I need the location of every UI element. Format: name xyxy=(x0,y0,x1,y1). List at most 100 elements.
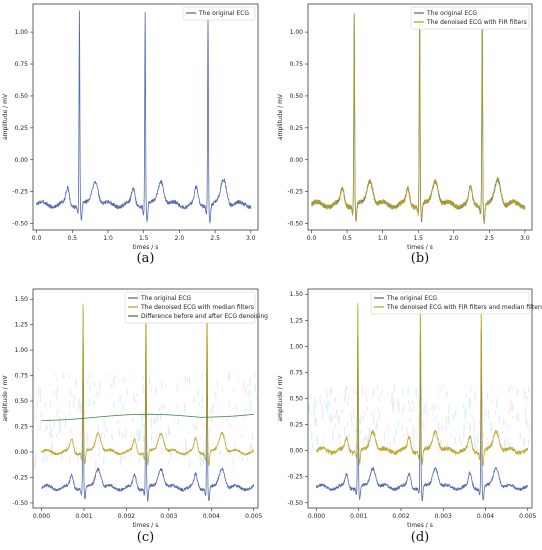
legend-box xyxy=(124,291,256,324)
y-tick-label: 1.00 xyxy=(290,343,304,350)
y-tick-label: -0.50 xyxy=(287,500,303,507)
panel-caption: (a) xyxy=(137,251,155,266)
series-line-original xyxy=(36,10,252,224)
y-tick-label: -0.25 xyxy=(12,189,28,196)
y-tick-label: 0.75 xyxy=(15,373,29,380)
y-axis-label: amplitude / mV xyxy=(277,93,284,140)
x-tick-label: 0.005 xyxy=(519,513,536,520)
panel-d: 0.000 0.001 0.002 0.003 0.004 0.005 -0.50 -0.25… xyxy=(277,288,542,545)
x-tick-label: 3.0 xyxy=(246,235,256,242)
panel-caption: (d) xyxy=(411,530,429,545)
x-tick-label: 0.005 xyxy=(245,513,262,520)
y-tick-label: 1.50 xyxy=(15,296,29,303)
legend: The original ECG The denoised ECG with me… xyxy=(124,291,268,324)
x-tick-label: 0.002 xyxy=(392,513,409,520)
series-line-difference xyxy=(41,413,254,421)
x-tick-label: 0.0 xyxy=(307,235,317,242)
y-axis-label: amplitude / mV xyxy=(277,375,284,422)
y-tick-label: -0.25 xyxy=(287,474,303,481)
x-axis-label: times / s xyxy=(407,522,433,529)
panel-a: 0.0 0.5 1.0 1.5 2.0 2.5 3.0 -0.50 -0.25 0.00 0.25 0… xyxy=(2,3,259,266)
y-tick-label: 1.25 xyxy=(290,317,304,324)
x-tick-label: 0.5 xyxy=(342,235,352,242)
y-tick-label: 0.50 xyxy=(290,396,304,403)
legend: The original ECG xyxy=(182,6,256,21)
x-tick-label: 0.5 xyxy=(68,235,78,242)
y-tick-label: 0.50 xyxy=(15,398,29,405)
y-tick-label: -0.25 xyxy=(12,474,28,481)
legend-entry: Difference before and after ECG denoisin… xyxy=(141,313,268,320)
y-tick-label: 0.75 xyxy=(290,61,304,68)
x-tick-label: 0.004 xyxy=(203,513,220,520)
legend-entry: The original ECG xyxy=(426,10,477,17)
x-axis-label: times / s xyxy=(133,522,159,529)
y-tick-label: 0.50 xyxy=(15,93,29,100)
x-tick-label: 1.5 xyxy=(413,235,423,242)
x-tick-label: 0.002 xyxy=(118,513,135,520)
noise-tint xyxy=(308,384,532,453)
y-tick-label: 0.25 xyxy=(15,424,29,431)
y-tick-label: 0.75 xyxy=(15,61,29,68)
x-tick-label: 1.0 xyxy=(378,235,388,242)
legend-box xyxy=(182,6,256,21)
y-tick-label: 0.75 xyxy=(290,369,304,376)
series-line-denoised xyxy=(311,11,526,224)
x-tick-label: 2.0 xyxy=(175,235,185,242)
y-tick-label: 1.00 xyxy=(15,29,29,36)
y-tick-label: -0.50 xyxy=(12,221,28,228)
legend-entry: The original ECG xyxy=(198,10,249,17)
y-axis-label: amplitude / mV xyxy=(2,375,9,422)
legend-box xyxy=(370,291,530,315)
y-tick-label: 1.25 xyxy=(15,322,29,329)
y-tick-label: 1.00 xyxy=(15,347,29,354)
series-group xyxy=(41,301,255,502)
legend-entry: The original ECG xyxy=(386,295,437,302)
x-tick-label: 0.004 xyxy=(477,513,494,520)
legend-entry: The denoised ECG with FIR filters and me… xyxy=(386,304,542,311)
y-tick-label: -0.50 xyxy=(12,500,28,507)
panel-caption: (c) xyxy=(137,530,154,545)
legend-entry: The denoised ECG with FIR filters xyxy=(426,19,527,26)
x-tick-label: 0.0 xyxy=(32,235,42,242)
x-tick-label: 1.5 xyxy=(139,235,149,242)
panel-b: 0.0 0.5 1.0 1.5 2.0 2.5 3.0 -0.50 -0.25 0.00 0.25 0… xyxy=(277,3,533,266)
noise-tint xyxy=(33,371,260,469)
legend-box xyxy=(410,6,530,30)
series-group xyxy=(36,10,252,224)
series-group xyxy=(316,299,529,502)
x-tick-label: 3.0 xyxy=(520,235,530,242)
y-tick-label: 0.25 xyxy=(15,125,29,132)
x-tick-label: 0.003 xyxy=(160,513,177,520)
panel-caption: (b) xyxy=(411,251,429,266)
legend-entry: The denoised ECG with median filters xyxy=(140,304,254,311)
y-tick-label: 0.00 xyxy=(290,448,304,455)
x-axis-label: times / s xyxy=(407,244,433,251)
panel-c: 0.000 0.001 0.002 0.003 0.004 0.005 -0.50 -0.25… xyxy=(2,288,268,545)
y-axis-label: amplitude / mV xyxy=(2,93,9,140)
y-tick-label: 0.25 xyxy=(290,125,304,132)
y-tick-label: 1.00 xyxy=(290,29,304,36)
x-tick-label: 0.000 xyxy=(308,513,325,520)
y-tick-label: 0.00 xyxy=(290,157,304,164)
x-tick-label: 2.0 xyxy=(449,235,459,242)
y-tick-label: 0.25 xyxy=(290,422,304,429)
x-tick-label: 0.000 xyxy=(33,513,50,520)
y-tick-label: 0.00 xyxy=(15,157,29,164)
x-tick-label: 2.5 xyxy=(485,235,495,242)
series-line-denoised xyxy=(316,299,529,467)
x-tick-label: 0.001 xyxy=(350,513,367,520)
x-axis-label: times / s xyxy=(133,244,159,251)
legend-entry: The original ECG xyxy=(140,295,191,302)
y-tick-label: -0.50 xyxy=(287,221,303,228)
series-line-denoised xyxy=(41,301,255,467)
series-group xyxy=(311,10,526,224)
x-tick-label: 1.0 xyxy=(103,235,113,242)
x-tick-label: 0.001 xyxy=(75,513,92,520)
series-line-original xyxy=(316,330,528,502)
x-tick-label: 0.003 xyxy=(435,513,452,520)
y-tick-label: -0.25 xyxy=(287,189,303,196)
legend: The original ECG The denoised ECG with FI… xyxy=(370,291,542,315)
x-tick-label: 2.5 xyxy=(210,235,220,242)
